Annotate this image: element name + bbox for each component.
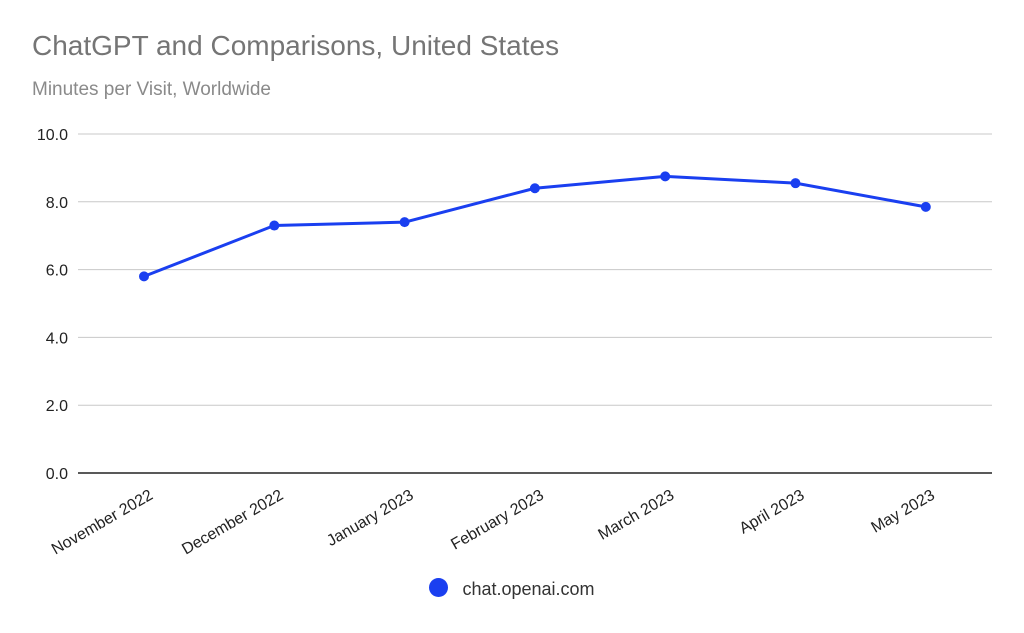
chart-subtitle: Minutes per Visit, Worldwide (32, 79, 272, 100)
legend: chat.openai.com (0, 577, 1024, 600)
x-tick-label: December 2022 (179, 487, 286, 559)
x-tick-label: November 2022 (49, 487, 156, 559)
chart-title: ChatGPT and Comparisons, United States (32, 30, 560, 61)
legend-label: chat.openai.com (462, 578, 595, 599)
data-point (139, 271, 149, 282)
y-tick-label: 0.0 (46, 466, 68, 483)
x-tick-label: February 2023 (448, 487, 547, 554)
x-tick-label: March 2023 (596, 487, 678, 544)
data-point (920, 201, 931, 212)
data-point (660, 171, 671, 182)
data-point (269, 220, 280, 231)
y-tick-label: 10.0 (37, 127, 68, 144)
y-tick-label: 6.0 (46, 263, 68, 280)
x-tick-label: April 2023 (737, 487, 808, 538)
data-point (790, 178, 801, 189)
y-tick-label: 4.0 (46, 330, 68, 347)
x-tick-label: January 2023 (324, 487, 417, 550)
y-tick-label: 2.0 (46, 398, 68, 415)
legend-marker (429, 577, 449, 597)
data-point (399, 217, 410, 228)
data-point (529, 183, 540, 194)
y-tick-label: 8.0 (46, 195, 68, 212)
x-tick-label: May 2023 (868, 487, 937, 537)
